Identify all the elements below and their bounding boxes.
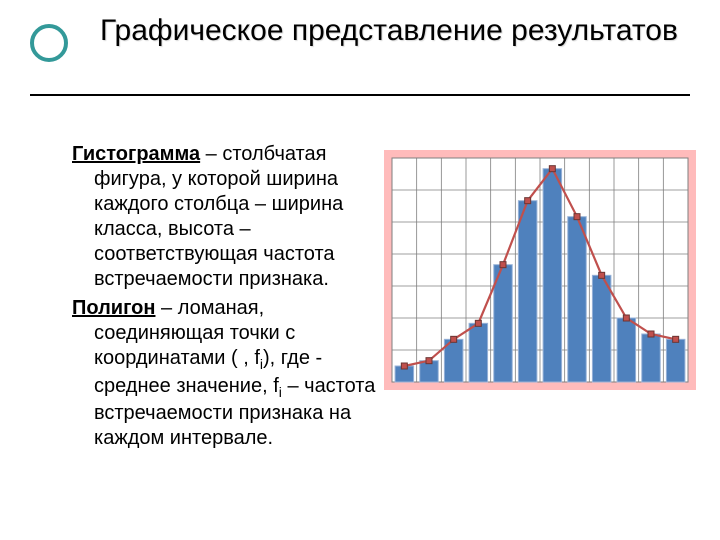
paragraph-polygon: Полигон – ломаная, соединяющая точки с к…: [72, 296, 378, 451]
page-title: Графическое представление результатов: [100, 14, 690, 49]
chart: [384, 150, 696, 390]
chart-svg: [384, 150, 696, 390]
title-rule: [30, 94, 690, 96]
body-text: Гистограмма – столбчатая фигура, у котор…: [72, 142, 378, 455]
paragraph-histogram: Гистограмма – столбчатая фигура, у котор…: [72, 142, 378, 292]
para1-rest: – столбчатая фигура, у которой ширина ка…: [94, 143, 343, 290]
slide: Графическое представление результатов Ги…: [0, 0, 720, 540]
title-bullet-icon: [30, 24, 68, 62]
term-polygon: Полигон: [72, 297, 155, 319]
term-histogram: Гистограмма: [72, 143, 200, 165]
header: Графическое представление результатов: [30, 14, 690, 49]
